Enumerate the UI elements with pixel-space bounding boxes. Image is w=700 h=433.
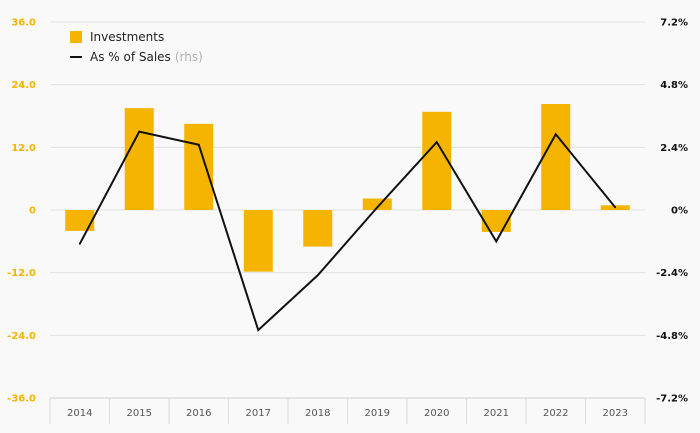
line-point-2020 bbox=[435, 141, 438, 143]
y-right-tick-label: -2.4% bbox=[656, 268, 688, 279]
y-right-tick-label: 7.2% bbox=[660, 18, 688, 29]
line-series-pct-sales bbox=[78, 130, 617, 332]
x-tick-label-2017: 2017 bbox=[246, 408, 271, 419]
y-left-tick-label: 12.0 bbox=[11, 143, 36, 154]
x-tick-label-2022: 2022 bbox=[543, 408, 568, 419]
line-point-2015 bbox=[138, 130, 141, 133]
x-tick-label-2021: 2021 bbox=[484, 408, 509, 419]
bar-2014 bbox=[65, 210, 95, 231]
y-left-tick-label: 24.0 bbox=[11, 80, 36, 91]
x-tick-label-2020: 2020 bbox=[424, 408, 449, 419]
y-left-tick-label: 0 bbox=[29, 206, 36, 217]
bar-2021 bbox=[481, 210, 511, 232]
line-point-2014 bbox=[78, 243, 81, 245]
x-tick-label-2023: 2023 bbox=[603, 408, 628, 419]
legend-line-swatch bbox=[70, 56, 82, 58]
legend-line-label: As % of Sales bbox=[90, 50, 171, 64]
y-left-tick-label: 36.0 bbox=[11, 18, 36, 29]
bar-2020 bbox=[422, 111, 452, 210]
x-tick-label-2016: 2016 bbox=[186, 408, 211, 419]
line-point-2018 bbox=[316, 274, 319, 277]
x-tick-label-2014: 2014 bbox=[67, 408, 92, 419]
legend-item-pct-sales: As % of Sales (rhs) bbox=[70, 47, 203, 67]
y-left-tick-label: -12.0 bbox=[7, 268, 36, 279]
x-tick-label-2019: 2019 bbox=[365, 408, 390, 419]
x-tick-label-2018: 2018 bbox=[305, 408, 330, 419]
line-point-2019 bbox=[376, 206, 379, 209]
bar-2016 bbox=[184, 123, 214, 210]
y-right-tick-label: 4.8% bbox=[660, 80, 688, 91]
y-right-tick-label: 0% bbox=[671, 206, 688, 217]
legend: Investments As % of Sales (rhs) bbox=[70, 27, 203, 67]
legend-bar-label: Investments bbox=[90, 30, 165, 44]
legend-bar-swatch bbox=[70, 31, 82, 43]
y-right-tick-label: -7.2% bbox=[656, 394, 688, 405]
line-point-2017 bbox=[257, 329, 260, 331]
y-left-tick-label: -24.0 bbox=[7, 331, 36, 342]
line-point-2021 bbox=[495, 240, 498, 243]
bar-2019 bbox=[362, 198, 392, 210]
y-right-tick-label: -4.8% bbox=[656, 331, 688, 342]
line-point-2023 bbox=[614, 206, 617, 209]
bar-2018 bbox=[303, 210, 333, 247]
x-tick-label-2015: 2015 bbox=[127, 408, 152, 419]
bar-2022 bbox=[541, 103, 571, 210]
legend-item-investments: Investments bbox=[70, 27, 203, 47]
y-left-tick-label: -36.0 bbox=[7, 394, 36, 405]
y-right-tick-label: 2.4% bbox=[660, 143, 688, 154]
line-point-2016 bbox=[197, 143, 200, 146]
bar-2015 bbox=[124, 108, 154, 210]
legend-rhs-note: (rhs) bbox=[174, 50, 203, 64]
line-point-2022 bbox=[554, 133, 557, 136]
bar-2017 bbox=[243, 210, 273, 272]
